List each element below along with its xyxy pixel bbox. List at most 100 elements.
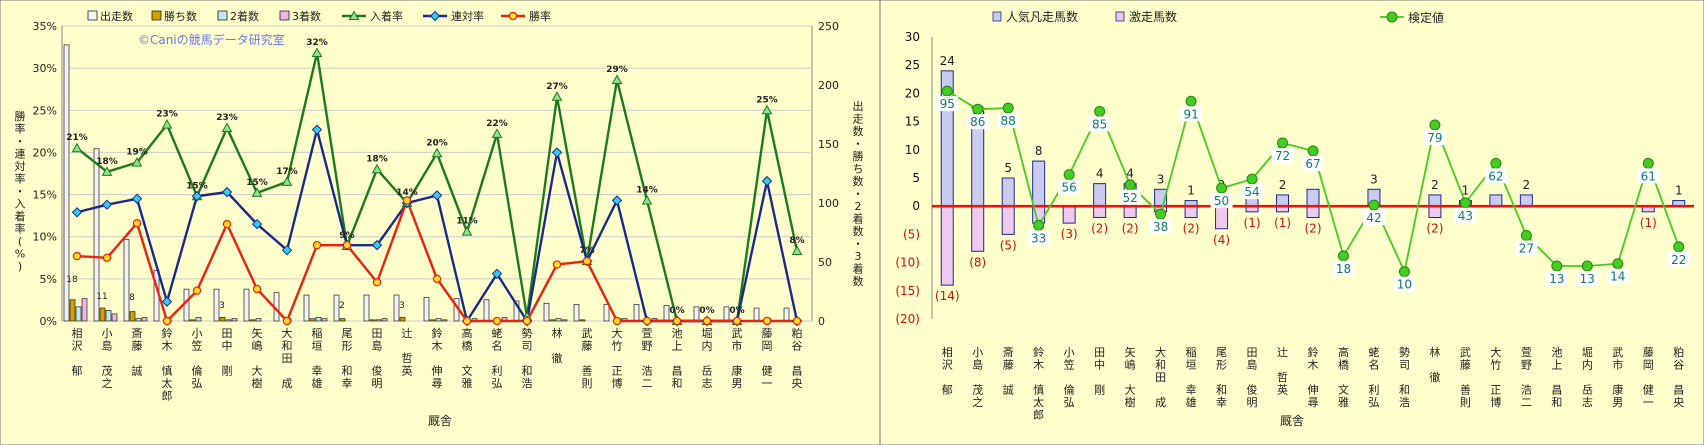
marker-winrate [162,316,172,326]
x-category-label: 武市 康男 [1612,346,1623,409]
marker-quinella [131,193,143,204]
score-label-bg [997,113,1020,129]
legend-swatch-starts [87,10,98,21]
legend-label-third: 3着数 [292,9,321,23]
marker-quinella [551,147,563,158]
marker-quinella [311,124,323,135]
bar-overperform [1215,205,1229,230]
marker-score [1673,241,1685,253]
legend-swatch-wins [151,10,162,21]
score-label: 79 [1427,131,1442,145]
score-label: 42 [1366,211,1381,225]
x-category-label: 相沢 郁 [942,346,953,397]
y-tick-label: 20 [905,86,920,100]
bar-second [135,318,142,322]
score-label: 62 [1488,169,1503,183]
bar-starts [603,304,610,322]
bar-second [315,317,322,322]
legend-label-quinella: 連対率 [451,9,484,23]
marker-winrate [342,240,352,250]
legend-swatch-overperform [1115,11,1125,22]
marker-place [71,142,83,153]
marker-score [1520,230,1532,242]
marker-winrate [252,284,262,294]
score-label: 14 [1610,270,1625,284]
bar-popular [1306,188,1320,207]
x-category-label: 堀内 岳志 [1582,346,1593,409]
marker-quinella [431,190,443,201]
place-rate-label: 32% [306,38,328,48]
marker-winrate [192,286,202,295]
bar-starts [183,288,190,322]
y-left-tick-label: 15% [33,189,57,202]
x-category-label: 田島 俊明 [372,327,383,390]
marker-score [1490,157,1502,169]
bar-starts [213,288,220,322]
place-rate-label: 11% [456,217,478,227]
marker-winrate [732,316,742,326]
place-rate-label: 17% [276,167,298,177]
bar-starts [723,306,730,322]
bar-starts [693,306,700,322]
bar-third [81,298,88,322]
bar-second [555,318,562,322]
marker-score [1612,258,1624,270]
marker-quinella [611,195,623,206]
bar-value-label: 11 [96,292,107,302]
bar-wins [399,317,406,322]
marker-score [1185,95,1197,107]
x-category-label: 辻 哲英 [1277,345,1288,397]
score-label-bg [1484,168,1507,184]
bar-wins [429,319,436,322]
x-category-label: 池上 昌和 [672,327,683,390]
bar-value-label: 24 [940,54,955,68]
x-category-label: 大竹 正博 [1490,345,1501,409]
marker-score [941,85,953,97]
bar-value-label-negative: (8) [969,255,986,269]
score-label-bg [966,114,989,130]
bar-overperform [1001,205,1015,235]
marker-place [101,166,113,176]
bar-value-label: 4 [1096,167,1104,181]
legend-marker-score [1386,11,1398,23]
score-label-bg [1058,179,1081,195]
x-category-label: 武藤 善則 [1460,346,1471,409]
bar-overperform [1123,205,1137,218]
score-label-bg [1576,270,1599,286]
x-category-label: 相沢 郁 [72,327,83,378]
marker-winrate [222,219,232,229]
marker-quinella [101,199,113,210]
score-label-bg [1271,148,1294,164]
score-label: 38 [1153,220,1168,234]
bar-wins [219,317,226,322]
marker-winrate [672,316,682,326]
bar-value-label-negative: (2) [1183,221,1200,235]
bar-second [75,306,82,322]
bar-overperform [1428,205,1442,218]
bar-third [111,313,118,322]
marker-score [1277,137,1289,149]
place-rate-label: 0% [669,306,684,316]
score-label-bg [1515,240,1538,256]
bar-wins [549,319,556,322]
score-label-bg [1210,193,1233,209]
marker-score [1124,179,1136,191]
chart-background [880,0,1704,445]
x-axis-title: 厩舎 [1280,414,1304,428]
x-category-label: 矢嶋 大樹 [252,326,263,390]
x-category-label: 小島 茂之 [972,346,983,409]
marker-place [251,187,263,197]
place-rate-label: 0% [729,306,744,316]
legend-label-overperform: 激走馬数 [1129,9,1177,24]
place-rate-label: 14% [396,188,418,198]
marker-place [371,163,383,174]
x-category-label: 粕谷 昌央 [792,326,803,390]
x-category-label: 粕谷 昌央 [1673,345,1684,409]
bar-third [141,317,148,322]
bar-value-label-negative: (2) [1305,221,1322,235]
marker-score [1002,102,1014,114]
marker-winrate [102,253,112,262]
marker-place [311,47,323,57]
place-rate-label: 8% [789,236,804,246]
bar-wins [249,319,256,322]
